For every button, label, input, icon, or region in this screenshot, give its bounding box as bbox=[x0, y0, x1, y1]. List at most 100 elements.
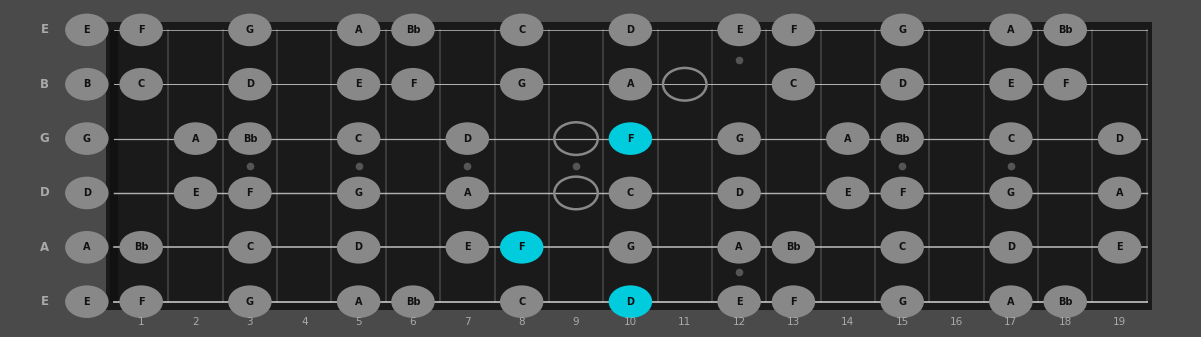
Ellipse shape bbox=[119, 68, 163, 100]
Text: Bb: Bb bbox=[787, 242, 801, 252]
Ellipse shape bbox=[880, 13, 924, 46]
Text: 12: 12 bbox=[733, 317, 746, 327]
Text: A: A bbox=[735, 242, 743, 252]
Ellipse shape bbox=[65, 177, 108, 209]
Ellipse shape bbox=[990, 13, 1033, 46]
Text: D: D bbox=[354, 242, 363, 252]
Text: 18: 18 bbox=[1058, 317, 1071, 327]
Text: D: D bbox=[735, 188, 743, 198]
Text: 11: 11 bbox=[679, 317, 692, 327]
Text: D: D bbox=[627, 297, 634, 307]
Text: F: F bbox=[519, 242, 525, 252]
Text: 6: 6 bbox=[410, 317, 417, 327]
Ellipse shape bbox=[609, 285, 652, 318]
Text: F: F bbox=[138, 297, 144, 307]
Ellipse shape bbox=[228, 122, 271, 155]
Text: 10: 10 bbox=[623, 317, 637, 327]
Ellipse shape bbox=[880, 285, 924, 318]
Text: G: G bbox=[627, 242, 634, 252]
Text: B: B bbox=[40, 78, 49, 91]
Text: F: F bbox=[138, 25, 144, 35]
Text: D: D bbox=[627, 25, 634, 35]
Ellipse shape bbox=[392, 13, 435, 46]
Text: 8: 8 bbox=[519, 317, 525, 327]
Ellipse shape bbox=[392, 68, 435, 100]
Text: G: G bbox=[354, 188, 363, 198]
Ellipse shape bbox=[336, 122, 381, 155]
Text: Bb: Bb bbox=[406, 297, 420, 307]
Ellipse shape bbox=[717, 177, 761, 209]
Text: C: C bbox=[518, 297, 525, 307]
Ellipse shape bbox=[65, 68, 108, 100]
Ellipse shape bbox=[1044, 68, 1087, 100]
Text: Bb: Bb bbox=[135, 242, 149, 252]
Ellipse shape bbox=[336, 177, 381, 209]
Ellipse shape bbox=[609, 231, 652, 264]
Text: A: A bbox=[192, 133, 199, 144]
Ellipse shape bbox=[990, 122, 1033, 155]
Text: 7: 7 bbox=[464, 317, 471, 327]
Ellipse shape bbox=[446, 177, 489, 209]
Ellipse shape bbox=[1044, 13, 1087, 46]
Text: A: A bbox=[1008, 297, 1015, 307]
Text: G: G bbox=[246, 25, 253, 35]
Text: C: C bbox=[138, 79, 145, 89]
Text: E: E bbox=[192, 188, 199, 198]
Text: E: E bbox=[84, 297, 90, 307]
Text: 15: 15 bbox=[896, 317, 909, 327]
Ellipse shape bbox=[826, 177, 870, 209]
Ellipse shape bbox=[609, 68, 652, 100]
Text: 1: 1 bbox=[138, 317, 144, 327]
Text: E: E bbox=[736, 297, 742, 307]
Text: 17: 17 bbox=[1004, 317, 1017, 327]
Ellipse shape bbox=[228, 285, 271, 318]
Ellipse shape bbox=[500, 68, 543, 100]
Ellipse shape bbox=[500, 231, 543, 264]
Text: Bb: Bb bbox=[406, 25, 420, 35]
Text: E: E bbox=[41, 23, 48, 36]
Ellipse shape bbox=[826, 122, 870, 155]
Ellipse shape bbox=[65, 13, 108, 46]
Ellipse shape bbox=[1098, 177, 1141, 209]
Ellipse shape bbox=[446, 122, 489, 155]
Ellipse shape bbox=[609, 177, 652, 209]
Text: G: G bbox=[735, 133, 743, 144]
Text: 4: 4 bbox=[301, 317, 307, 327]
Ellipse shape bbox=[990, 177, 1033, 209]
Ellipse shape bbox=[609, 13, 652, 46]
Text: D: D bbox=[1116, 133, 1124, 144]
Ellipse shape bbox=[609, 122, 652, 155]
Ellipse shape bbox=[336, 68, 381, 100]
Text: A: A bbox=[464, 188, 471, 198]
Text: F: F bbox=[790, 25, 796, 35]
Ellipse shape bbox=[446, 231, 489, 264]
Ellipse shape bbox=[772, 68, 815, 100]
Text: A: A bbox=[354, 297, 363, 307]
Text: 2: 2 bbox=[192, 317, 199, 327]
Ellipse shape bbox=[1098, 231, 1141, 264]
Text: G: G bbox=[898, 297, 907, 307]
FancyBboxPatch shape bbox=[106, 22, 1152, 310]
Text: D: D bbox=[1006, 242, 1015, 252]
Text: G: G bbox=[40, 132, 49, 145]
Text: F: F bbox=[410, 79, 417, 89]
Ellipse shape bbox=[990, 285, 1033, 318]
Ellipse shape bbox=[880, 231, 924, 264]
Text: Bb: Bb bbox=[1058, 25, 1072, 35]
Ellipse shape bbox=[174, 177, 217, 209]
Ellipse shape bbox=[990, 68, 1033, 100]
Text: C: C bbox=[246, 242, 253, 252]
Ellipse shape bbox=[1044, 285, 1087, 318]
Text: 19: 19 bbox=[1113, 317, 1127, 327]
Text: E: E bbox=[464, 242, 471, 252]
Text: 5: 5 bbox=[355, 317, 362, 327]
Text: C: C bbox=[355, 133, 363, 144]
Text: G: G bbox=[898, 25, 907, 35]
Ellipse shape bbox=[880, 177, 924, 209]
Text: F: F bbox=[790, 297, 796, 307]
Text: E: E bbox=[41, 295, 48, 308]
Text: D: D bbox=[898, 79, 907, 89]
Ellipse shape bbox=[500, 285, 543, 318]
Text: 13: 13 bbox=[787, 317, 800, 327]
Ellipse shape bbox=[772, 231, 815, 264]
